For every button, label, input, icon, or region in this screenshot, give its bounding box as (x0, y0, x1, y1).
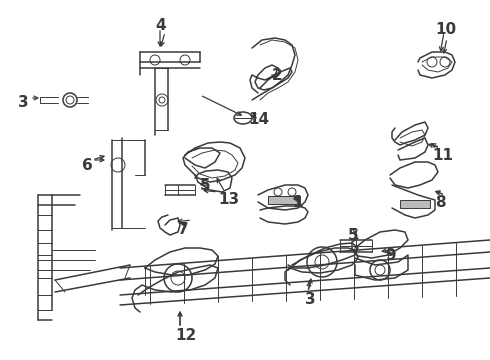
Bar (268, 196, 300, 204)
Text: 6: 6 (82, 158, 93, 173)
Text: 4: 4 (155, 18, 166, 33)
Text: 9: 9 (385, 248, 395, 263)
Text: 3: 3 (18, 95, 28, 110)
Text: 2: 2 (272, 68, 283, 83)
Text: 12: 12 (175, 328, 196, 343)
Text: 5: 5 (348, 228, 359, 243)
Text: 1: 1 (292, 195, 302, 210)
Text: 14: 14 (248, 112, 269, 127)
Text: 5: 5 (200, 178, 211, 193)
Bar (400, 200, 430, 208)
Text: 7: 7 (178, 222, 189, 237)
Text: 3: 3 (305, 292, 316, 307)
Text: 11: 11 (432, 148, 453, 163)
Text: 10: 10 (435, 22, 456, 37)
Text: 8: 8 (435, 195, 445, 210)
Text: 13: 13 (218, 192, 239, 207)
